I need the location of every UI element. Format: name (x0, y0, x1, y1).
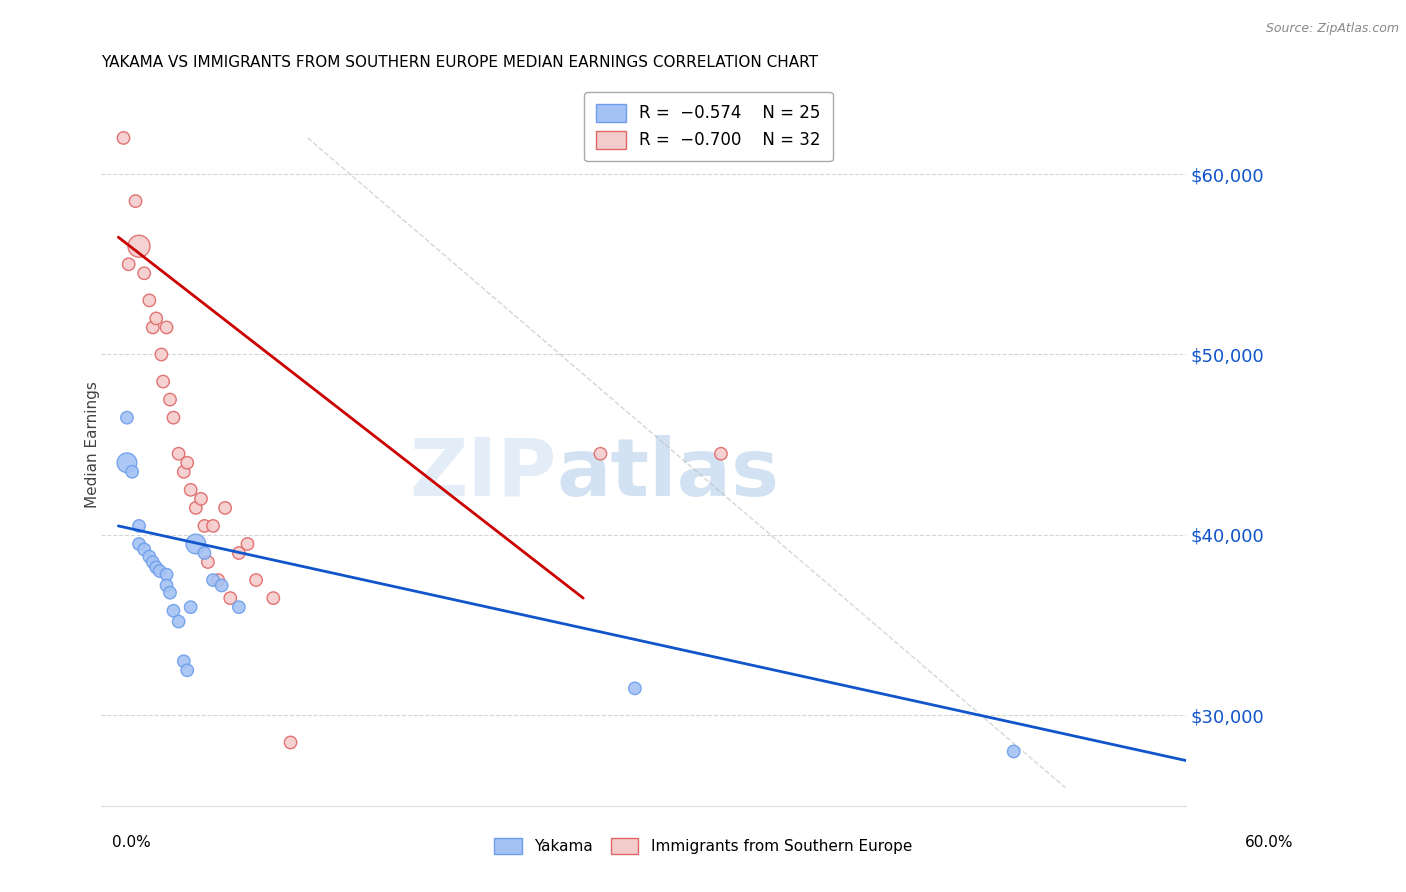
Text: atlas: atlas (557, 434, 780, 513)
Point (142, 555, 165, 569)
Text: ZIP: ZIP (409, 434, 557, 513)
Text: 60.0%: 60.0% (1246, 836, 1294, 850)
Point (115, 410, 138, 425)
Point (159, 585, 181, 599)
Point (193, 546, 215, 560)
Point (124, 194, 146, 208)
Point (180, 600, 202, 615)
Point (228, 546, 250, 560)
Point (176, 456, 198, 470)
Point (115, 456, 138, 470)
Point (202, 519, 225, 533)
Point (162, 604, 184, 618)
Point (128, 519, 150, 533)
Point (211, 578, 233, 592)
Point (197, 555, 219, 569)
Point (138, 293, 160, 308)
Point (145, 311, 167, 326)
Point (219, 591, 242, 606)
Point (145, 560, 167, 574)
Point (162, 410, 184, 425)
Point (155, 578, 177, 592)
Point (245, 573, 267, 587)
Point (138, 549, 160, 564)
Point (190, 491, 212, 506)
Point (118, 257, 141, 271)
Point (236, 537, 259, 551)
Point (142, 320, 165, 334)
Text: 0.0%: 0.0% (112, 836, 152, 850)
Point (112, 131, 135, 145)
Legend: R =  −0.574    N = 25, R =  −0.700    N = 32: R = −0.574 N = 25, R = −0.700 N = 32 (585, 92, 832, 161)
Point (167, 615, 190, 629)
Point (228, 600, 250, 615)
Point (214, 500, 236, 515)
Point (280, 735, 302, 749)
Point (159, 392, 181, 407)
Point (624, 681, 647, 696)
Point (155, 320, 177, 334)
Point (149, 564, 172, 578)
Point (202, 573, 225, 587)
Point (262, 591, 284, 606)
Point (710, 447, 733, 461)
Y-axis label: Median Earnings: Median Earnings (86, 381, 100, 508)
Point (173, 654, 195, 668)
Point (167, 447, 190, 461)
Point (176, 663, 198, 677)
Point (193, 519, 215, 533)
Text: Source: ZipAtlas.com: Source: ZipAtlas.com (1265, 22, 1399, 36)
Point (1002, 744, 1025, 758)
Point (128, 537, 150, 551)
Point (589, 447, 612, 461)
Point (184, 500, 207, 515)
Point (155, 567, 177, 582)
Point (152, 375, 174, 389)
Point (134, 266, 156, 280)
Legend: Yakama, Immigrants from Southern Europe: Yakama, Immigrants from Southern Europe (486, 830, 920, 862)
Point (134, 542, 156, 557)
Point (121, 465, 143, 479)
Text: YAKAMA VS IMMIGRANTS FROM SOUTHERN EUROPE MEDIAN EARNINGS CORRELATION CHART: YAKAMA VS IMMIGRANTS FROM SOUTHERN EUROP… (101, 55, 818, 70)
Point (184, 537, 207, 551)
Point (150, 347, 173, 361)
Point (128, 239, 150, 253)
Point (207, 573, 229, 587)
Point (173, 465, 195, 479)
Point (180, 483, 202, 497)
